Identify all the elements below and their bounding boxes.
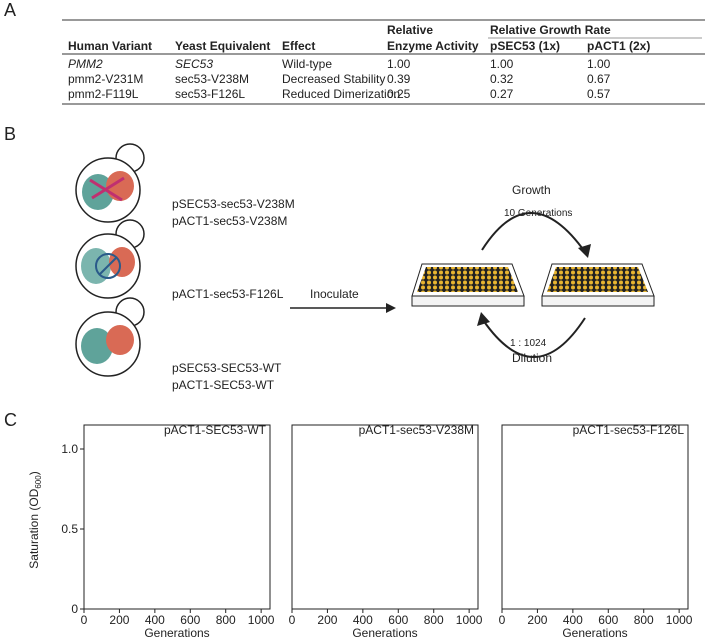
chart-title: pACT1-sec53-V238M: [359, 423, 474, 437]
y-label-text: ): [27, 471, 41, 475]
plate: [541, 263, 655, 307]
step-note: 10 Generations: [504, 208, 572, 219]
x-tick-label: 400: [563, 613, 583, 627]
strain-label: pACT1-sec53-V238M: [172, 214, 287, 228]
table-header: Effect: [282, 39, 315, 53]
table-cell: 0.57: [587, 87, 611, 101]
table-cell: 0.39: [387, 72, 411, 86]
strain-label: pACT1-sec53-F126L: [172, 287, 284, 301]
x-tick-label: 800: [216, 613, 236, 627]
table-header: Enzyme Activity: [387, 39, 479, 53]
arrow-head: [386, 303, 396, 313]
yeast-cell: [75, 297, 145, 377]
arrow-head: [578, 244, 591, 258]
table-cell: sec53-V238M: [175, 72, 249, 86]
plate: [411, 263, 525, 307]
table-cell: 0.25: [387, 87, 411, 101]
x-tick-label: 200: [109, 613, 129, 627]
strain-label: pSEC53-SEC53-WT: [172, 361, 282, 375]
x-tick-label: 0: [289, 613, 296, 627]
table-header: Relative: [387, 23, 433, 37]
strain-label: pACT1-SEC53-WT: [172, 378, 275, 392]
table-cell: Reduced Dimerization: [282, 87, 400, 101]
table-cell: Wild-type: [282, 57, 332, 71]
table-cell: Decreased Stability: [282, 72, 385, 86]
panel-label: A: [4, 0, 16, 20]
table-cell: SEC53: [175, 57, 213, 71]
table-cell: 1.00: [587, 57, 611, 71]
x-tick-label: 800: [424, 613, 444, 627]
step-label: Inoculate: [310, 287, 359, 301]
table: Relative Relative Growth Rate Human Vari…: [62, 19, 705, 105]
yeast-cell: [75, 143, 145, 223]
step-note: 1 : 1024: [510, 338, 547, 349]
y-label-sub: 600: [34, 475, 43, 489]
x-tick-label: 200: [527, 613, 547, 627]
table-cell: 0.27: [490, 87, 514, 101]
y-axis-label: Saturation (OD600): [27, 471, 43, 568]
y-tick-label: 1.0: [61, 442, 78, 456]
y-tick-label: 0.5: [61, 522, 78, 536]
table-cell: pmm2-V231M: [68, 72, 143, 86]
table-header: pACT1 (2x): [587, 39, 650, 53]
arrow-head: [477, 312, 490, 326]
panel-label: B: [4, 124, 16, 144]
table-header: Human Variant: [68, 39, 152, 53]
step-label: Dilution: [512, 351, 552, 365]
table-header: Yeast Equivalent: [175, 39, 270, 53]
x-tick-label: 600: [180, 613, 200, 627]
chart-title: pACT1-sec53-F126L: [573, 423, 685, 437]
plot-frame: [83, 424, 271, 610]
table-header: Relative Growth Rate: [490, 23, 611, 37]
charts: pACT1-SEC53-WT 0 200 400 600 800 1000 Generatio…: [61, 423, 693, 640]
table-header: pSEC53 (1x): [490, 39, 560, 53]
x-axis-label: Generations: [352, 626, 417, 640]
panel-label: C: [4, 410, 17, 430]
x-tick-label: 0: [499, 613, 506, 627]
x-tick-label: 800: [634, 613, 654, 627]
diagram: pSEC53-sec53-V238M pACT1-sec53-V238M pAC…: [75, 143, 655, 392]
chart-title: pACT1-SEC53-WT: [164, 423, 267, 437]
table-cell: 0.32: [490, 72, 514, 86]
x-axis-label: Generations: [562, 626, 627, 640]
x-tick-label: 600: [388, 613, 408, 627]
x-tick-label: 1000: [456, 613, 483, 627]
step-label: Growth: [512, 183, 551, 197]
x-axis-label: Generations: [144, 626, 209, 640]
yeast-cell: [75, 219, 145, 299]
table-cell: 0.67: [587, 72, 611, 86]
x-tick-label: 1000: [248, 613, 275, 627]
plot-frame: [291, 424, 479, 610]
x-tick-label: 1000: [666, 613, 693, 627]
table-cell: sec53-F126L: [175, 87, 245, 101]
x-tick-label: 0: [81, 613, 88, 627]
y-label-text: Saturation (OD: [27, 488, 41, 568]
table-cell: 1.00: [490, 57, 514, 71]
x-tick-label: 600: [598, 613, 618, 627]
y-tick-label: 0: [71, 602, 78, 616]
table-cell: pmm2-F119L: [68, 87, 139, 101]
x-tick-label: 200: [317, 613, 337, 627]
cycle-arrow: [482, 317, 586, 358]
x-tick-label: 400: [353, 613, 373, 627]
table-cell: 1.00: [387, 57, 411, 71]
table-cell: PMM2: [68, 57, 103, 71]
plot-frame: [501, 424, 689, 610]
strain-label: pSEC53-sec53-V238M: [172, 197, 295, 211]
x-tick-label: 400: [145, 613, 165, 627]
cycle-arrow: [481, 212, 586, 253]
